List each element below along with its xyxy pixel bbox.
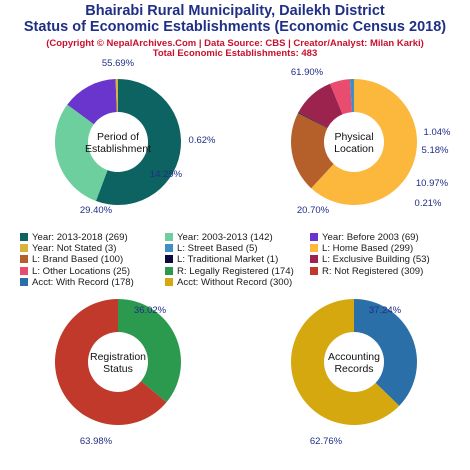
- legend-label: L: Traditional Market (1): [177, 254, 279, 266]
- legend-label: L: Brand Based (100): [32, 254, 124, 266]
- legend-label: L: Other Locations (25): [32, 265, 131, 277]
- pct-label-l-brand-based: 20.70%: [297, 205, 330, 216]
- center-label: Registration: [90, 351, 146, 363]
- center-label: Physical: [334, 131, 373, 143]
- legend-item: Year: Before 2003 (69): [310, 232, 419, 243]
- pct-label-year-not-stated: 0.62%: [189, 135, 216, 146]
- legend-swatch: [20, 255, 28, 264]
- legend-swatch: [20, 266, 28, 275]
- slice-year-2003-2013: [54, 104, 108, 202]
- legend-label: Year: 2003-2013 (142): [177, 232, 273, 243]
- legend-swatch: [20, 233, 28, 241]
- legend-swatch: [310, 233, 318, 241]
- pct-label-l-street-based: 1.04%: [424, 127, 451, 138]
- legend-item: R: Legally Registered (174): [165, 266, 294, 277]
- legend-swatch: [165, 244, 173, 253]
- pct-label-l-other-locations: 5.18%: [422, 145, 449, 156]
- legend-swatch: [310, 255, 318, 264]
- legend-swatch: [20, 277, 28, 286]
- pct-label-l-exclusive-building: 10.97%: [416, 178, 449, 189]
- slice-acct-without-record: [291, 299, 400, 426]
- slice-l-street-based: [349, 79, 354, 113]
- legend-swatch: [310, 266, 318, 275]
- legend-item: Year: 2003-2013 (142): [165, 232, 273, 243]
- legend-label: Year: Not Stated (3): [32, 243, 117, 255]
- legend-swatch: [310, 244, 318, 253]
- legend-item: Year: Not Stated (3): [20, 243, 116, 254]
- legend-swatch: [20, 244, 28, 253]
- slice-l-brand-based: [291, 113, 334, 189]
- pct-label-r-legally-registered: 36.02%: [134, 305, 167, 316]
- page-title-line-2: Status of Economic Establishments (Econo…: [23, 19, 447, 35]
- legend-label: R: Legally Registered (174): [177, 265, 294, 277]
- center-label: Records: [334, 363, 373, 375]
- center-label: Accounting: [328, 351, 380, 363]
- pct-label-year-2013-2018: 55.69%: [102, 58, 135, 69]
- center-label: Status: [103, 363, 133, 375]
- pct-label-acct-with-record: 37.24%: [369, 305, 402, 316]
- legend-swatch: [165, 255, 173, 264]
- slice-l-exclusive-building: [298, 83, 343, 128]
- slice-l-other-locations: [330, 79, 353, 115]
- slice-year-not-stated: [115, 79, 118, 113]
- donut-chart-period-of-establishment: 55.69% 29.40% 14.29% 0.62% Period ofEstablis…: [54, 58, 216, 216]
- legend-item: Year: 2013-2018 (269): [20, 232, 128, 243]
- credit-line: (Copyright © NepalArchives.Com | Data So…: [46, 38, 424, 49]
- donut-chart-physical-location: 61.90% 20.70% 0.21% 10.97% 5.18% 1.04% Physica…: [291, 67, 451, 216]
- legend-item: L: Traditional Market (1): [165, 254, 278, 265]
- slice-year-before-2003: [67, 79, 117, 125]
- legend-label: Acct: Without Record (300): [177, 276, 293, 288]
- legend-label: R: Not Registered (309): [322, 265, 424, 277]
- center-label: Establishment: [85, 143, 151, 155]
- legend-item: L: Exclusive Building (53): [310, 254, 430, 265]
- legend-label: Year: Before 2003 (69): [322, 232, 419, 243]
- legend-label: L: Home Based (299): [322, 243, 414, 255]
- total-establishments: Total Economic Establishments: 483: [152, 48, 318, 59]
- pct-label-l-home-based: 61.90%: [291, 67, 324, 78]
- pct-label-year-before-2003: 14.29%: [150, 169, 183, 180]
- legend-label: L: Street Based (5): [177, 243, 258, 255]
- legend-label: Acct: With Record (178): [32, 276, 134, 288]
- legend-item: R: Not Registered (309): [310, 266, 423, 277]
- pct-label-acct-without-record: 62.76%: [310, 436, 343, 447]
- legend-label: Year: 2013-2018 (269): [32, 232, 128, 243]
- slice-r-not-registered: [55, 299, 167, 425]
- pct-label-r-not-registered: 63.98%: [80, 436, 113, 447]
- pct-label-l-traditional-market: 0.21%: [415, 198, 442, 209]
- legend-item: L: Street Based (5): [165, 243, 258, 254]
- legend-label: L: Exclusive Building (53): [322, 254, 430, 266]
- slice-year-2013-2018: [95, 79, 181, 206]
- legend-item: L: Brand Based (100): [20, 254, 123, 265]
- legend-item: L: Home Based (299): [310, 243, 413, 254]
- legend-swatch: [165, 277, 173, 286]
- slice-acct-with-record: [354, 299, 417, 406]
- slice-r-legally-registered: [118, 299, 182, 403]
- legend-item: Acct: Without Record (300): [165, 277, 292, 288]
- pct-label-year-2003-2013: 29.40%: [80, 205, 113, 216]
- legend-swatch: [165, 233, 173, 241]
- slice-l-home-based: [311, 79, 417, 205]
- legend-swatch: [165, 266, 173, 275]
- page-title-line-1: Bhairabi Rural Municipality, Dailekh Dis…: [85, 3, 385, 19]
- legend-item: Acct: With Record (178): [20, 277, 134, 288]
- center-label: Location: [334, 143, 374, 155]
- slice-l-traditional-market: [298, 112, 328, 129]
- center-label: Period of: [97, 131, 139, 143]
- legend-item: L: Other Locations (25): [20, 266, 130, 277]
